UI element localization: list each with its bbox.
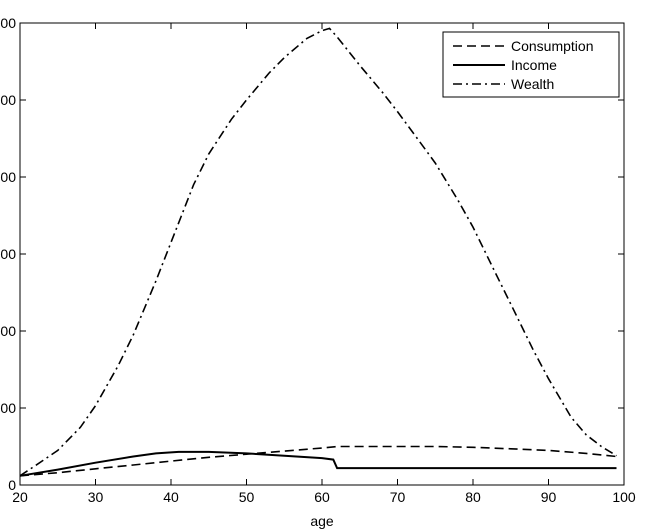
y-tick-label: 100 bbox=[0, 400, 16, 416]
x-tick-label: 50 bbox=[239, 489, 255, 505]
axis-ticks: 20 30 40 50 60 70 80 90 100 0 100 200 300 400 500 600 bbox=[0, 15, 636, 505]
legend-label: Consumption bbox=[511, 38, 594, 54]
series-line-consumption bbox=[19, 445, 617, 477]
y-tick-label: 200 bbox=[0, 323, 16, 339]
x-tick-label: 60 bbox=[314, 489, 330, 505]
x-tick-label: 30 bbox=[88, 489, 104, 505]
y-tick-label: 400 bbox=[0, 169, 16, 185]
x-tick-label: 70 bbox=[390, 489, 406, 505]
y-tick-label: 300 bbox=[0, 246, 16, 262]
y-tick-label: 600 bbox=[0, 15, 16, 31]
legend-label: Wealth bbox=[511, 76, 554, 92]
series-line-income bbox=[19, 450, 617, 477]
legend-label: Income bbox=[511, 57, 557, 73]
x-tick-label: 80 bbox=[465, 489, 481, 505]
x-tick-label: 90 bbox=[541, 489, 557, 505]
plot-area bbox=[19, 22, 625, 486]
x-tick-label: 40 bbox=[163, 489, 179, 505]
series-lines bbox=[19, 27, 617, 477]
y-tick-label: 0 bbox=[8, 477, 16, 493]
series-line-wealth bbox=[19, 27, 617, 477]
x-tick-label: 20 bbox=[12, 489, 28, 505]
x-tick-label: 100 bbox=[612, 489, 636, 505]
x-axis-label: age bbox=[310, 513, 334, 529]
legend: Consumption Income Wealth bbox=[442, 31, 620, 98]
y-tick-label: 500 bbox=[0, 92, 16, 108]
